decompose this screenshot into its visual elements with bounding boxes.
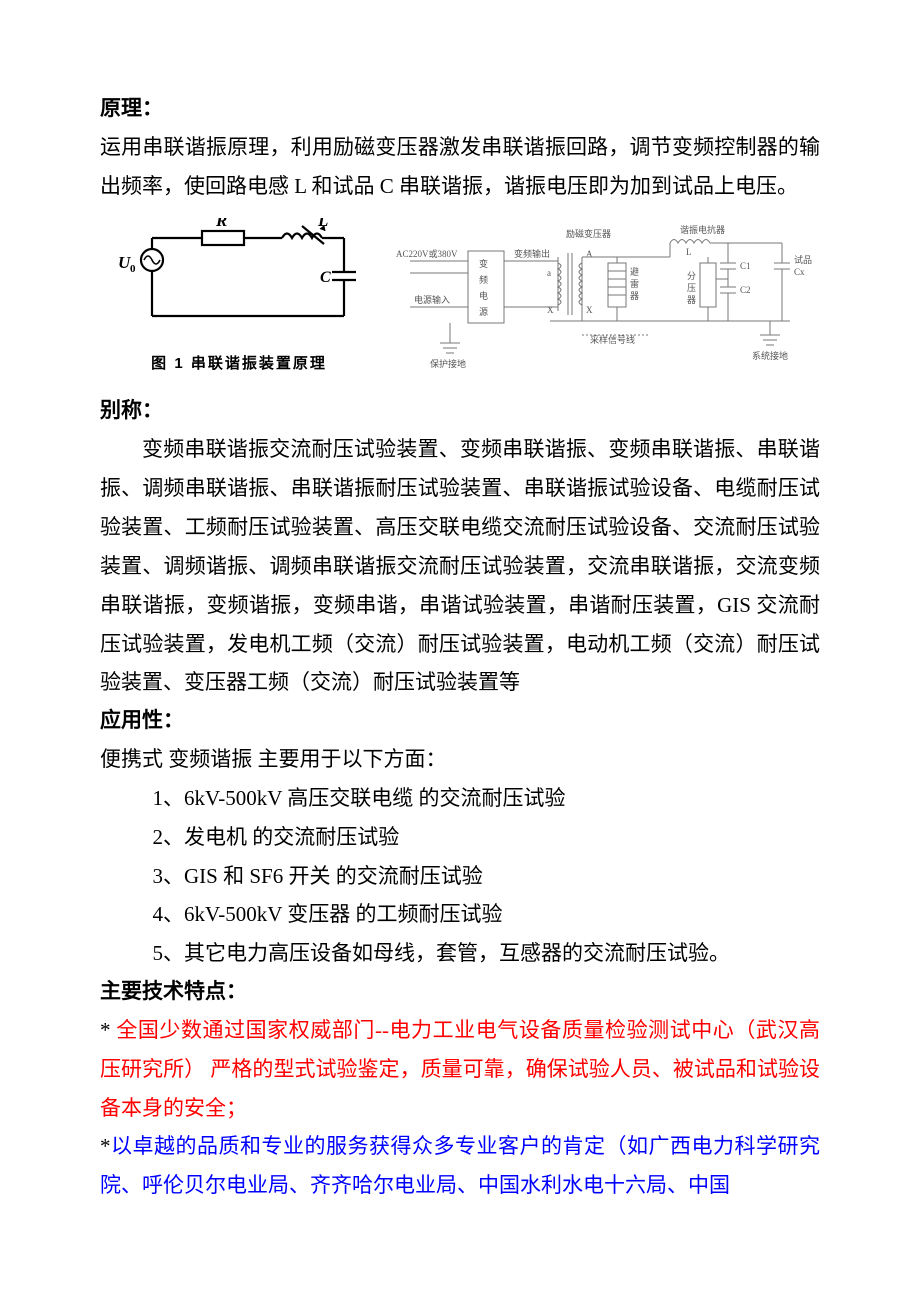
diagram-1-caption: 图 1 串联谐振装置原理 <box>151 352 327 373</box>
d2-arr-3: 器 <box>630 291 639 301</box>
d2-c1: C1 <box>740 261 751 271</box>
d1-u-sub: 0 <box>130 263 136 275</box>
d2-arr-1: 避 <box>630 266 639 277</box>
principle-body: 运用串联谐振原理，利用励磁变压器激发串联谐振回路，调节变频控制器的输出频率，使回… <box>100 128 820 206</box>
d2-gnd: 保护接地 <box>430 358 466 369</box>
app-item-2: 2、发电机 的交流耐压试验 <box>100 818 820 857</box>
d2-vfd-l2: 频 <box>479 274 488 285</box>
d2-exciter: 励磁变压器 <box>566 228 611 239</box>
d2-spec-2: Cx <box>794 267 805 277</box>
d2-spec-1: 试品 <box>794 254 812 265</box>
alias-body: 变频串联谐振交流耐压试验装置、变频串联谐振、变频串联谐振、串联谐振、调频串联谐振… <box>100 430 820 702</box>
d1-l-label: L <box>317 218 328 230</box>
circuit-diagram-1: U 0 R L C <box>104 218 374 348</box>
d2-div-1: 分 <box>687 271 696 281</box>
d2-arr-2: 雷 <box>630 279 639 289</box>
d2-vfd-l4: 源 <box>479 307 488 317</box>
d2-acin: AC220V或380V <box>396 248 458 259</box>
d2-sample: 采样信号线 <box>590 334 635 345</box>
d1-r-label: R <box>215 218 227 230</box>
feature-2-blue: 以卓越的品质和专业的服务获得众多专业客户的肯定（如广西电力科学研究院、呼伦贝尔电… <box>100 1134 820 1197</box>
d2-pwrin: 电源输入 <box>414 294 450 305</box>
feature-1: * 全国少数通过国家权威部门--电力工业电气设备质量检验测试中心（武汉高压研究所… <box>100 1011 820 1128</box>
app-item-4: 4、6kV-500kV 变压器 的工频耐压试验 <box>100 895 820 934</box>
d1-c-label: C <box>320 269 331 286</box>
app-item-3: 3、GIS 和 SF6 开关 的交流耐压试验 <box>100 857 820 896</box>
principle-heading: 原理： <box>100 90 820 128</box>
d2-vfd-l1: 变 <box>479 258 488 269</box>
d2-X: X <box>586 305 593 315</box>
app-item-1: 1、6kV-500kV 高压交联电缆 的交流耐压试验 <box>100 779 820 818</box>
feature-1-red: 全国少数通过国家权威部门--电力工业电气设备质量检验测试中心（武汉高压研究所） … <box>100 1018 820 1120</box>
d2-vfdout: 变频输出 <box>514 248 550 259</box>
d2-sysgnd: 系统接地 <box>752 350 788 361</box>
alias-heading: 别称： <box>100 392 820 430</box>
d2-L: L <box>686 247 692 257</box>
d2-reactor: 谐振电抗器 <box>680 224 725 235</box>
app-item-5: 5、其它电力高压设备如母线，套管，互感器的交流耐压试验。 <box>100 934 820 973</box>
diagram-row: U 0 R L C 图 1 串联谐振装置原理 变 频 电 源 AC220V或38… <box>100 213 820 378</box>
app-heading: 应用性： <box>100 702 820 740</box>
features-heading: 主要技术特点： <box>100 973 820 1011</box>
d2-div-2: 压 <box>687 283 696 293</box>
feature-2-prefix: * <box>100 1134 111 1158</box>
d2-x2: X <box>547 305 554 315</box>
app-intro: 便携式 变频谐振 主要用于以下方面： <box>100 740 820 779</box>
d2-a2: a <box>547 268 551 278</box>
circuit-diagram-2: 变 频 电 源 AC220V或380V 电源输入 保护接地 变频输出 励磁变压器 <box>390 213 820 378</box>
d2-c2: C2 <box>740 285 751 295</box>
diagram-2: 变 频 电 源 AC220V或380V 电源输入 保护接地 变频输出 励磁变压器 <box>390 213 820 378</box>
feature-2: *以卓越的品质和专业的服务获得众多专业客户的肯定（如广西电力科学研究院、呼伦贝尔… <box>100 1127 820 1205</box>
diagram-1: U 0 R L C 图 1 串联谐振装置原理 <box>100 213 378 378</box>
d2-div-3: 器 <box>687 295 696 305</box>
feature-1-prefix: * <box>100 1018 116 1042</box>
d2-vfd-l3: 电 <box>479 290 488 301</box>
